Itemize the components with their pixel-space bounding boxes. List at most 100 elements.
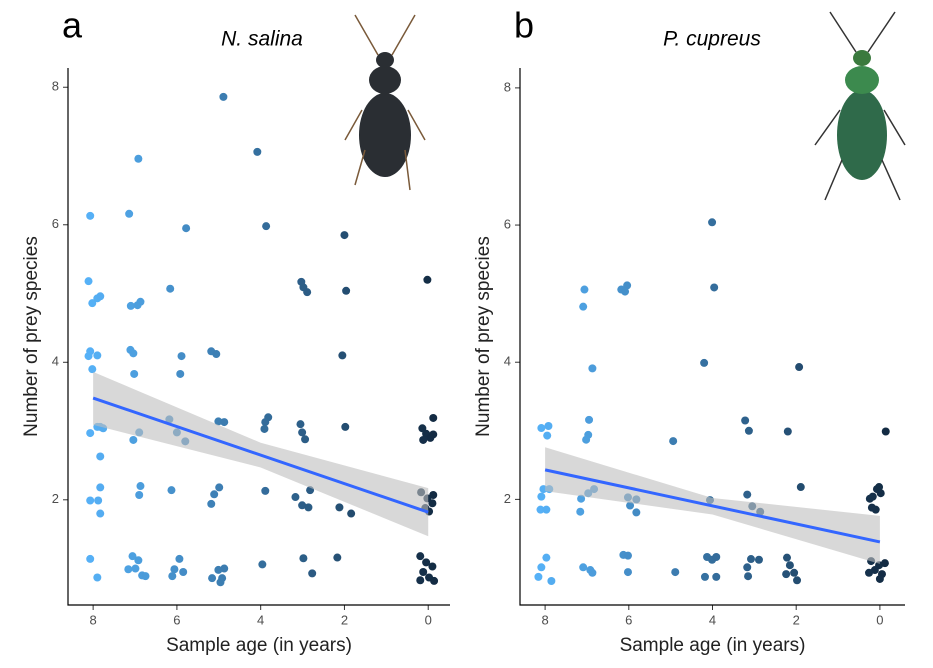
data-point <box>296 420 305 429</box>
data-point <box>790 568 799 577</box>
data-point <box>542 553 551 562</box>
x-tick-label: 6 <box>625 612 632 627</box>
data-point <box>416 576 425 585</box>
data-point <box>84 352 93 361</box>
data-point <box>308 569 317 578</box>
fit-line <box>544 468 881 544</box>
x-tick-label: 2 <box>341 612 348 627</box>
data-point <box>299 554 308 563</box>
data-point <box>671 568 680 577</box>
y-tick-label: 4 <box>52 354 59 369</box>
data-point <box>129 349 138 358</box>
x-tick-label: 0 <box>876 612 883 627</box>
data-point <box>212 350 221 359</box>
data-point <box>783 427 792 436</box>
data-point <box>582 435 591 444</box>
data-point <box>429 413 438 422</box>
data-point <box>84 277 93 286</box>
y-tick-label: 6 <box>52 216 59 231</box>
data-point <box>340 231 349 240</box>
data-point <box>429 490 438 499</box>
panel-title: N. salina <box>221 28 303 51</box>
data-point <box>754 555 763 564</box>
data-point <box>86 211 95 220</box>
data-point <box>632 508 641 517</box>
fit-line <box>92 396 429 514</box>
panel-title: P. cupreus <box>663 28 761 51</box>
data-point <box>708 218 717 227</box>
data-point <box>537 563 546 572</box>
data-point <box>793 576 802 585</box>
x-tick-label: 4 <box>709 612 716 627</box>
data-point <box>795 363 804 372</box>
data-point <box>747 555 755 564</box>
data-point <box>338 351 347 360</box>
data-point <box>130 369 139 378</box>
data-point <box>623 281 632 290</box>
data-point <box>125 209 134 218</box>
data-point <box>876 489 885 498</box>
data-point <box>588 364 597 373</box>
data-point <box>669 437 678 446</box>
data-point <box>710 283 719 292</box>
data-point <box>700 572 709 581</box>
data-point <box>129 435 138 444</box>
data-point <box>875 574 884 583</box>
data-point <box>430 576 439 585</box>
x-axis-title: Sample age (in years) <box>166 635 352 656</box>
data-point <box>341 422 350 431</box>
data-point <box>537 424 546 433</box>
data-point <box>96 483 105 492</box>
data-point <box>865 494 874 503</box>
data-point <box>291 493 300 502</box>
data-point <box>170 565 179 574</box>
data-point <box>124 565 133 574</box>
data-point <box>867 503 876 512</box>
data-point <box>579 302 588 311</box>
data-point <box>335 503 344 512</box>
data-point <box>585 415 594 424</box>
data-point <box>534 572 543 581</box>
data-point <box>131 564 140 573</box>
beetle-icon <box>344 14 426 191</box>
data-point <box>428 499 437 508</box>
data-point <box>179 567 188 576</box>
y-tick-label: 2 <box>504 491 511 506</box>
data-point <box>880 559 889 568</box>
data-point <box>86 429 95 438</box>
y-tick-label: 8 <box>504 79 511 94</box>
data-point <box>166 284 175 293</box>
y-tick-label: 4 <box>504 354 511 369</box>
y-axis-title: Number of prey species <box>21 236 42 437</box>
x-tick-label: 4 <box>257 612 264 627</box>
data-point <box>220 564 229 573</box>
data-point <box>96 509 105 518</box>
x-tick-label: 8 <box>90 612 97 627</box>
data-point <box>796 483 805 492</box>
data-point <box>422 558 431 567</box>
data-point <box>134 154 143 163</box>
data-point <box>623 551 632 560</box>
data-point <box>576 507 585 516</box>
data-point <box>347 509 356 518</box>
data-point <box>175 554 184 563</box>
data-point <box>301 435 310 444</box>
panel-label: b <box>514 5 534 46</box>
data-point <box>626 501 635 510</box>
data-point <box>744 572 753 581</box>
data-point <box>429 430 438 439</box>
data-point <box>176 369 185 378</box>
data-point <box>215 483 224 492</box>
data-point <box>423 275 432 284</box>
x-axis-title: Sample age (in years) <box>620 635 806 656</box>
data-point <box>744 426 753 435</box>
x-tick-label: 6 <box>173 612 180 627</box>
data-point <box>88 299 97 308</box>
data-point <box>782 553 791 562</box>
data-point <box>210 490 219 499</box>
data-point <box>743 563 752 572</box>
data-point <box>536 505 545 514</box>
data-point <box>182 224 191 233</box>
data-point <box>700 358 709 367</box>
data-point <box>304 503 313 512</box>
